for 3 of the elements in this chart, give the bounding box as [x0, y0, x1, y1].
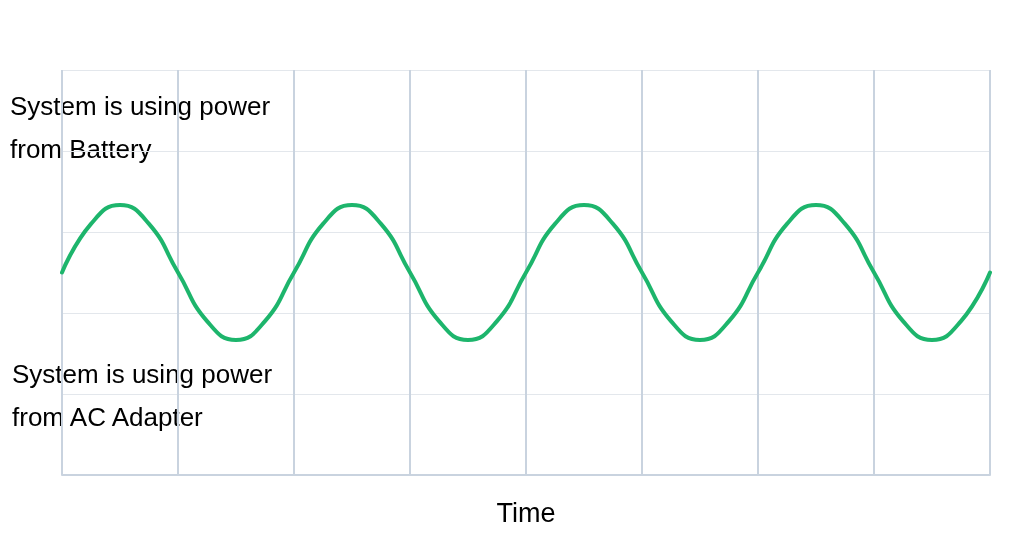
annotation: System is using power from AC Adapter [12, 358, 280, 432]
x-axis-title: Time [496, 497, 556, 528]
text: System is using power from Battery [10, 90, 278, 164]
